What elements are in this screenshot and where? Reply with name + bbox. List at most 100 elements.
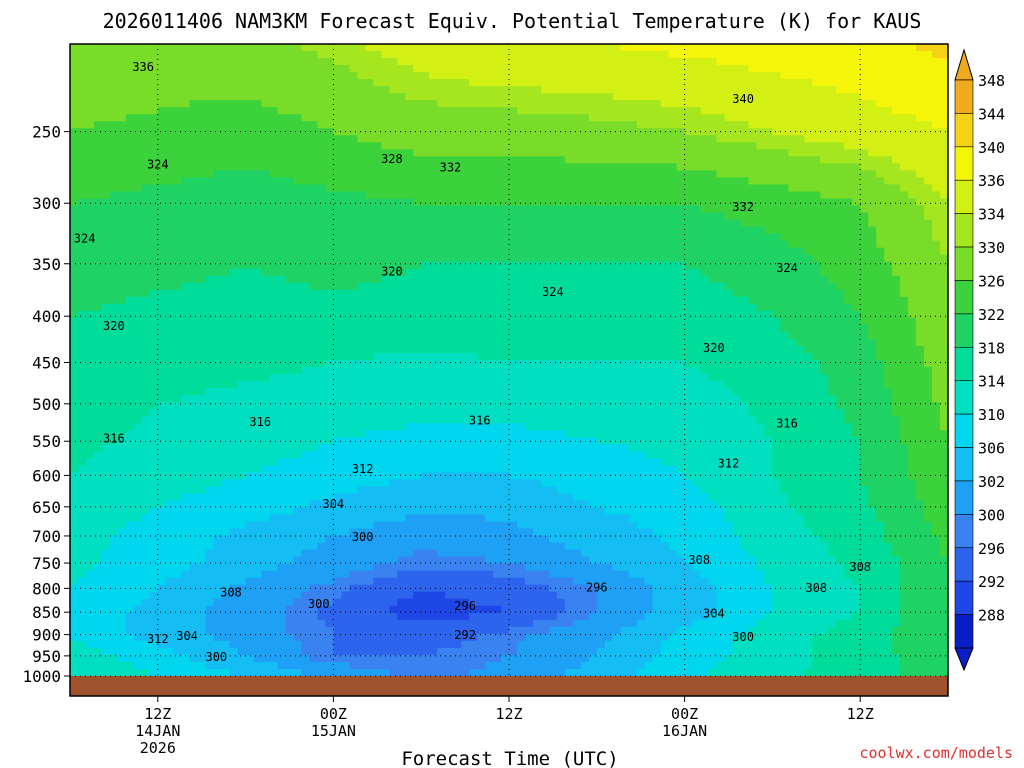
- field-cell: [524, 177, 534, 186]
- field-cell: [325, 331, 334, 340]
- field-cell: [469, 324, 478, 333]
- field-cell: [101, 268, 111, 277]
- field-cell: [325, 100, 334, 108]
- field-cell: [692, 331, 702, 340]
- field-cell: [524, 149, 534, 157]
- field-cell: [564, 86, 574, 94]
- field-cell: [309, 324, 319, 333]
- field-cell: [532, 107, 542, 115]
- field-cell: [516, 86, 526, 94]
- field-cell: [197, 324, 207, 333]
- field-cell: [532, 121, 542, 129]
- field-cell: [317, 114, 327, 122]
- field-cell: [876, 93, 885, 101]
- field-cell: [804, 233, 813, 242]
- field-cell: [876, 65, 885, 73]
- field-cell: [620, 184, 630, 193]
- field-cell: [628, 198, 638, 207]
- field-cell: [884, 58, 893, 66]
- field-cell: [285, 128, 295, 136]
- field-cell: [149, 205, 159, 214]
- field-cell: [876, 275, 885, 284]
- field-cell: [157, 149, 167, 157]
- field-cell: [429, 79, 438, 87]
- field-cell: [197, 331, 207, 340]
- field-cell: [844, 184, 853, 193]
- field-cell: [612, 296, 622, 305]
- field-cell: [732, 310, 742, 319]
- field-cell: [780, 233, 789, 242]
- field-cell: [844, 317, 853, 326]
- field-cell: [596, 296, 606, 305]
- field-cell: [548, 296, 558, 305]
- field-cell: [836, 51, 845, 59]
- field-cell: [93, 205, 103, 214]
- field-cell: [620, 198, 630, 207]
- field-cell: [109, 65, 119, 73]
- field-cell: [237, 100, 247, 108]
- field-cell: [125, 198, 135, 207]
- field-cell: [109, 205, 119, 214]
- field-cell: [748, 303, 758, 312]
- field-cell: [724, 331, 734, 340]
- field-cell: [509, 177, 518, 186]
- field-cell: [812, 86, 821, 94]
- field-cell: [844, 205, 853, 214]
- field-cell: [317, 338, 327, 347]
- field-cell: [413, 177, 422, 186]
- field-cell: [317, 163, 327, 171]
- field-cell: [524, 303, 534, 312]
- field-cell: [644, 324, 654, 333]
- field-cell: [429, 205, 438, 214]
- field-cell: [764, 79, 773, 87]
- field-cell: [365, 198, 374, 207]
- field-cell: [860, 170, 869, 179]
- field-cell: [173, 219, 183, 228]
- field-cell: [389, 170, 398, 179]
- field-cell: [293, 324, 303, 333]
- field-cell: [285, 198, 295, 207]
- field-cell: [213, 198, 223, 207]
- field-cell: [141, 191, 151, 200]
- field-cell: [453, 114, 462, 122]
- field-cell: [732, 107, 742, 115]
- field-cell: [373, 51, 382, 59]
- field-cell: [509, 114, 518, 122]
- field-cell: [804, 170, 813, 179]
- field-cell: [556, 170, 566, 179]
- field-cell: [381, 324, 390, 333]
- field-cell: [788, 282, 797, 291]
- field-cell: [253, 275, 263, 284]
- field-cell: [381, 191, 390, 200]
- field-cell: [133, 114, 143, 122]
- field-cell: [237, 331, 247, 340]
- field-cell: [724, 58, 734, 66]
- field-cell: [101, 296, 111, 305]
- field-cell: [485, 93, 494, 101]
- field-cell: [341, 114, 350, 122]
- field-cell: [684, 303, 694, 312]
- field-cell: [588, 114, 598, 122]
- field-cell: [197, 44, 207, 52]
- field-cell: [724, 107, 734, 115]
- field-cell: [70, 149, 79, 157]
- field-cell: [109, 79, 119, 87]
- field-cell: [636, 149, 646, 157]
- field-cell: [820, 121, 829, 129]
- field-cell: [461, 114, 470, 122]
- field-cell: [181, 184, 191, 193]
- field-cell: [477, 128, 486, 136]
- field-cell: [349, 275, 358, 284]
- chart-title: 2026011406 NAM3KM Forecast Equiv. Potent…: [103, 9, 922, 33]
- field-cell: [389, 296, 398, 305]
- field-cell: [620, 254, 630, 263]
- field-cell: [644, 317, 654, 326]
- field-cell: [109, 317, 119, 326]
- field-cell: [852, 93, 861, 101]
- field-cell: [397, 240, 406, 249]
- field-cell: [588, 205, 598, 214]
- field-cell: [85, 212, 95, 221]
- field-cell: [644, 212, 654, 221]
- field-cell: [628, 121, 638, 129]
- field-cell: [676, 121, 686, 129]
